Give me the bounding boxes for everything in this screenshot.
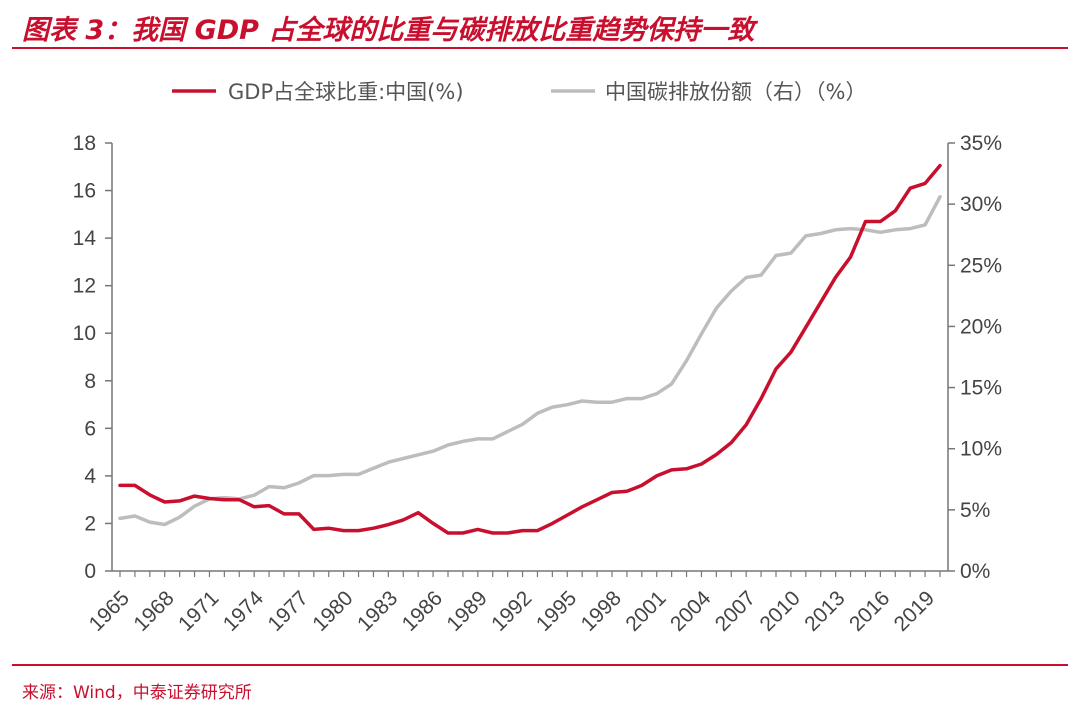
x-tick-label: 2001 — [621, 587, 670, 636]
legend: GDP占全球比重:中国(%) 中国碳排放份额（右）（%） — [172, 80, 866, 104]
x-tick-label: 2004 — [666, 586, 716, 636]
legend-label-gdp: GDP占全球比重:中国(%) — [228, 80, 464, 104]
series-line-carbon — [118, 195, 942, 527]
right-tick-label: 0% — [960, 560, 990, 583]
x-tick-label: 1971 — [174, 587, 223, 636]
series-line-gdp — [118, 163, 942, 535]
x-tick-label: 1965 — [85, 587, 134, 636]
x-tick-label: 1980 — [308, 587, 357, 636]
right-tick-label: 20% — [960, 315, 1002, 338]
x-tick-label: 1974 — [219, 586, 269, 636]
x-tick-label: 1992 — [487, 587, 536, 636]
x-tick-label: 1968 — [129, 587, 178, 636]
left-tick-label: 12 — [73, 275, 96, 298]
right-axis-ticks: 0% 5% 10% 15% 20% 25% 30% 35% — [948, 132, 1002, 583]
x-tick-label: 2007 — [711, 587, 760, 636]
right-tick-label: 30% — [960, 193, 1002, 216]
x-tick-label: 1989 — [442, 587, 491, 636]
x-tick-label: 2016 — [845, 587, 894, 636]
x-tick-label: 2019 — [890, 587, 939, 636]
figure-title: 图表 3：我国 GDP 占全球的比重与碳排放比重趋势保持一致 — [22, 15, 755, 46]
source-rule — [12, 664, 1068, 666]
x-tick-label: 2013 — [800, 587, 849, 636]
left-tick-label: 14 — [73, 227, 97, 250]
x-tick-label: 1983 — [353, 587, 402, 636]
right-tick-label: 5% — [960, 499, 990, 522]
line-chart: GDP占全球比重:中国(%) 中国碳排放份额（右）（%） 0 2 4 6 8 10 12 14… — [73, 80, 1002, 636]
x-tick-label: 1998 — [577, 587, 626, 636]
left-tick-label: 10 — [73, 322, 96, 345]
right-tick-label: 10% — [960, 438, 1002, 461]
x-tick-label: 1995 — [532, 587, 581, 636]
left-tick-label: 2 — [84, 512, 96, 535]
left-tick-label: 6 — [84, 417, 96, 440]
series-lines — [118, 163, 942, 535]
source-note: 来源：Wind，中泰证券研究所 — [22, 683, 252, 703]
right-tick-label: 25% — [960, 254, 1002, 277]
right-tick-label: 35% — [960, 132, 1002, 155]
left-tick-label: 4 — [84, 465, 96, 488]
x-tick-label: 2010 — [756, 587, 805, 636]
x-tick-label: 1986 — [398, 587, 447, 636]
left-tick-label: 18 — [73, 132, 96, 155]
left-tick-label: 8 — [84, 370, 96, 393]
legend-label-carbon: 中国碳排放份额（右）（%） — [605, 80, 866, 104]
axes — [111, 143, 949, 572]
title-rule — [12, 47, 1068, 49]
right-tick-label: 15% — [960, 377, 1002, 400]
left-tick-label: 16 — [73, 180, 96, 203]
left-axis-ticks: 0 2 4 6 8 10 12 14 16 18 — [73, 132, 112, 583]
left-tick-label: 0 — [84, 560, 96, 583]
x-axis-ticks: 1965196819711974197719801983198619891992… — [85, 571, 941, 636]
x-tick-label: 1977 — [264, 587, 313, 636]
